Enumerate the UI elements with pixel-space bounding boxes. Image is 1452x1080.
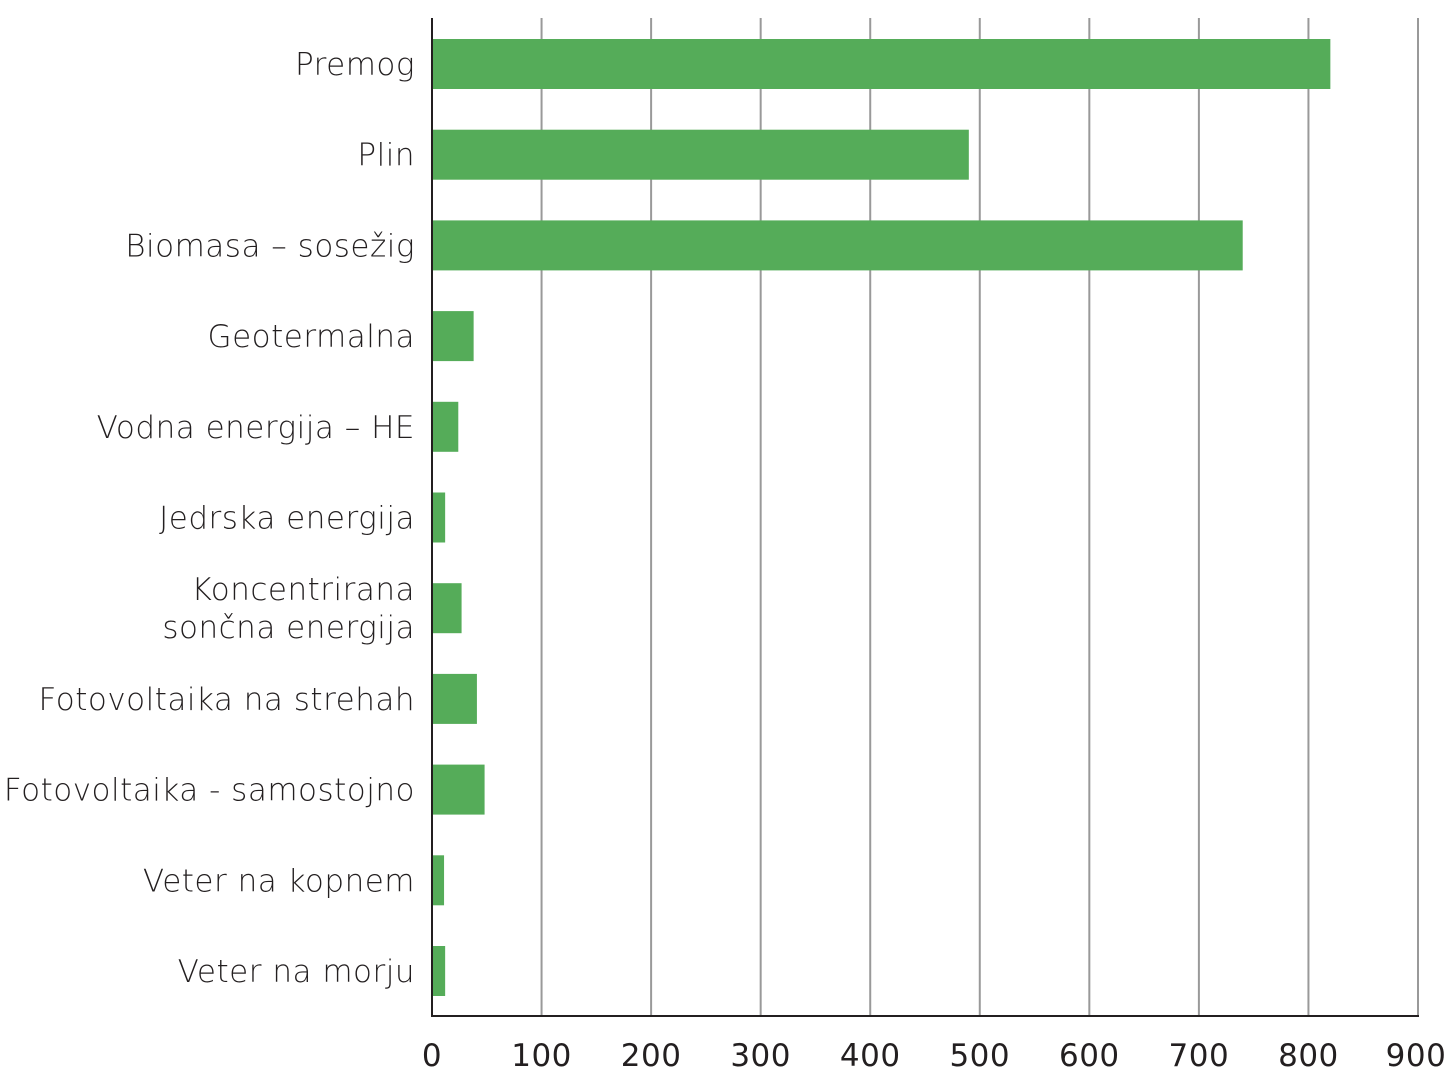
bar-3 xyxy=(432,311,474,362)
bar-2 xyxy=(432,220,1243,271)
x-tick-label-700: 700 xyxy=(1169,1038,1230,1074)
x-tick-label-900: 900 xyxy=(1386,1038,1447,1074)
x-tick-label-500: 500 xyxy=(949,1038,1010,1074)
bars xyxy=(432,39,1331,996)
category-label-3: Geotermalna xyxy=(208,319,415,355)
category-labels: Premog Plin Biomasa – sosežig Geotermalna Vo… xyxy=(4,47,415,990)
bar-9 xyxy=(432,855,445,906)
category-label-7: Fotovoltaika na strehah xyxy=(39,682,416,718)
axes xyxy=(431,18,1419,1017)
bar-8 xyxy=(432,764,485,815)
gridlines xyxy=(540,18,1419,1016)
bar-4 xyxy=(432,401,459,452)
category-label-1: Plin xyxy=(357,138,415,174)
category-label-6-line-0: Koncentrirana xyxy=(191,572,415,608)
bar-0 xyxy=(432,39,1331,89)
bar-10 xyxy=(432,946,446,996)
bar-6 xyxy=(432,583,462,634)
category-label-4: Vodna energija – HE xyxy=(97,410,415,446)
x-tick-label-200: 200 xyxy=(621,1038,682,1074)
bar-7 xyxy=(432,673,477,724)
x-tick-label-0: 0 xyxy=(422,1038,442,1074)
x-tick-label-800: 800 xyxy=(1278,1038,1339,1074)
bar-5 xyxy=(432,492,446,543)
category-label-2: Biomasa – sosežig xyxy=(125,228,415,264)
x-tick-label-300: 300 xyxy=(730,1038,791,1074)
category-label-8: Fotovoltaika - samostojno xyxy=(4,773,415,809)
bar-1 xyxy=(432,129,969,180)
x-tick-label-400: 400 xyxy=(840,1038,901,1074)
x-tick-label-600: 600 xyxy=(1059,1038,1120,1074)
category-label-6-line-1: sončna energija xyxy=(162,610,415,646)
category-label-9: Veter na kopnem xyxy=(143,863,415,899)
category-label-0: Premog xyxy=(295,47,415,83)
x-tick-labels: 0 100 200 300 400 500 600 700 800 900 xyxy=(422,1038,1446,1074)
category-label-10: Veter na morju xyxy=(178,954,415,990)
category-label-5: Jedrska energija xyxy=(159,501,415,537)
x-tick-label-100: 100 xyxy=(511,1038,572,1074)
